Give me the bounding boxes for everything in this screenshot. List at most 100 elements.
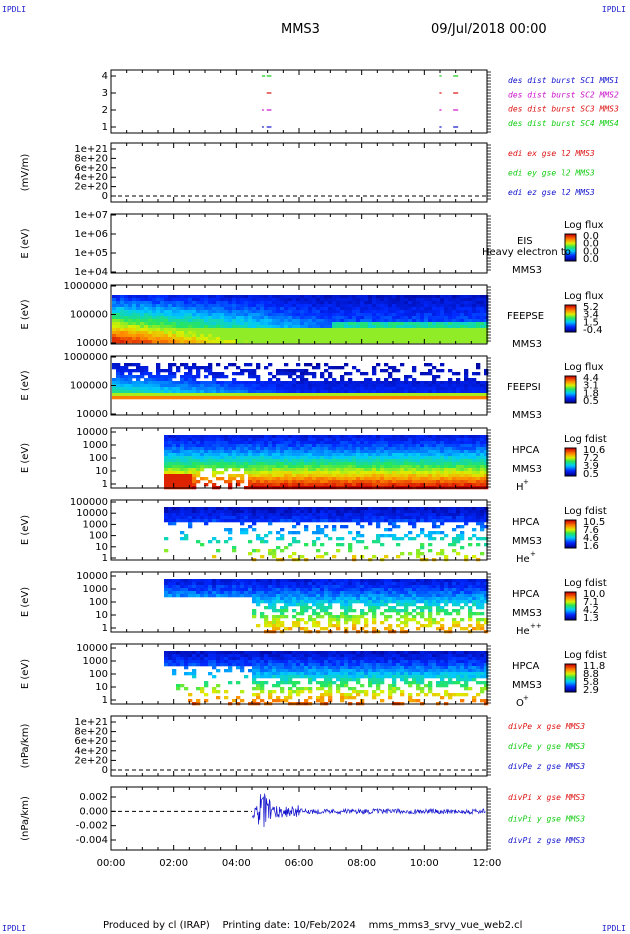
spectrogram-cell — [320, 325, 325, 329]
spectrogram-cell — [120, 396, 125, 400]
spectrogram-cell — [448, 369, 453, 373]
spectrogram-cell — [160, 307, 165, 311]
spectrogram-cell — [284, 465, 289, 469]
spectrogram-cell — [468, 381, 473, 385]
spectrogram-cell — [184, 372, 189, 376]
spectrogram-cell — [292, 334, 297, 338]
spectrogram-cell — [416, 453, 421, 457]
spectrogram-cell — [164, 471, 169, 475]
spectrogram-cell — [356, 435, 361, 439]
y-tick-label: 2 — [102, 105, 108, 116]
spectrogram-cell — [336, 384, 341, 388]
spectrogram-cell — [168, 322, 173, 326]
spectrogram-cell — [160, 384, 165, 388]
spectrogram-cell — [188, 295, 193, 299]
spectrogram-cell — [268, 447, 273, 451]
spectrogram-cell — [272, 438, 277, 442]
spectrogram-cell — [200, 295, 205, 299]
spectrogram-cell — [340, 384, 345, 388]
spectrogram-cell — [300, 441, 305, 445]
spectrogram-cell — [476, 396, 481, 400]
spectrogram-cell — [144, 322, 149, 326]
spectrogram-cell — [312, 396, 317, 400]
spectrogram-cell — [480, 381, 485, 385]
spectrogram-cell — [424, 462, 429, 466]
spectrogram-cell — [380, 334, 385, 338]
spectrogram-cell — [204, 325, 209, 329]
spectrogram-cell — [168, 462, 173, 466]
spectrogram-cell — [428, 337, 433, 341]
spectrogram-cell — [304, 390, 309, 394]
spectrogram-cell — [144, 310, 149, 314]
spectrogram-cell — [436, 396, 441, 400]
spectrogram-cell — [472, 453, 477, 457]
spectrogram-cell — [356, 319, 361, 323]
spectrogram-cell — [300, 483, 305, 487]
colorbar-segment — [565, 400, 576, 402]
spectrogram-cell — [160, 301, 165, 305]
spectrogram-cell — [184, 378, 189, 382]
spectrogram-cell — [412, 390, 417, 394]
spectrogram-cell — [292, 465, 297, 469]
spectrogram-cell — [336, 516, 341, 520]
spectrogram-cell — [272, 384, 277, 388]
spectrogram-cell — [444, 322, 449, 326]
spectrogram-cell — [212, 334, 217, 338]
spectrogram-cell — [304, 396, 309, 400]
spectrogram-cell — [216, 435, 221, 439]
colorbar-segment — [565, 461, 576, 463]
colorbar-segment — [565, 393, 576, 395]
spectrogram-cell — [172, 396, 177, 400]
spectrogram-cell — [400, 465, 405, 469]
spectrogram-cell — [428, 510, 433, 514]
spectrogram-cell — [128, 363, 133, 367]
spectrogram-cell — [320, 531, 325, 535]
spectrogram-cell — [188, 507, 193, 511]
spectrogram-cell — [388, 325, 393, 329]
spectrogram-cell — [400, 396, 405, 400]
spectrogram-cell — [388, 462, 393, 466]
spectrogram-cell — [312, 483, 317, 487]
spectrogram-cell — [236, 516, 241, 520]
spectrogram-cell — [304, 438, 309, 442]
spectrogram-cell — [224, 316, 229, 320]
spectrogram-cell — [440, 304, 445, 308]
spectrogram-cell — [352, 447, 357, 451]
spectrogram-cell — [272, 298, 277, 302]
spectrogram-cell — [224, 384, 229, 388]
spectrogram-cell — [352, 453, 357, 457]
spectrogram-cell — [348, 447, 353, 451]
spectrogram-cell — [264, 441, 269, 445]
spectrogram-cell — [192, 516, 197, 520]
spectrogram-cell — [464, 462, 469, 466]
spectrogram-cell — [460, 510, 465, 514]
spectrogram-cell — [196, 366, 201, 370]
legend-entry: des dist burst SC2 MMS2 — [508, 90, 619, 99]
spectrogram-cell — [460, 295, 465, 299]
spectrogram-cell — [120, 381, 125, 385]
spectrogram-cell — [164, 456, 169, 460]
spectrogram-cell — [452, 468, 457, 472]
spectrogram-cell — [436, 447, 441, 451]
spectrogram-cell — [324, 441, 329, 445]
spectrogram-cell — [340, 316, 345, 320]
spectrogram-cell — [172, 363, 177, 367]
spectrogram-cell — [316, 319, 321, 323]
spectrogram-cell — [200, 328, 205, 332]
spectrogram-cell — [184, 366, 189, 370]
spectrogram-cell — [368, 441, 373, 445]
spectrogram-cell — [368, 378, 373, 382]
spectrogram-cell — [276, 438, 281, 442]
spectrogram-cell — [352, 450, 357, 454]
spectrogram-cell — [300, 513, 305, 517]
spectrogram-cell — [236, 393, 241, 397]
spectrogram-cell — [480, 316, 485, 320]
spectrogram-cell — [356, 507, 361, 511]
spectrogram-cell — [320, 528, 325, 532]
spectrogram-cell — [132, 316, 137, 320]
spectrogram-cell — [336, 510, 341, 514]
spectrogram-cell — [456, 477, 461, 481]
spectrogram-cell — [204, 441, 209, 445]
spectrogram-cell — [272, 555, 277, 559]
